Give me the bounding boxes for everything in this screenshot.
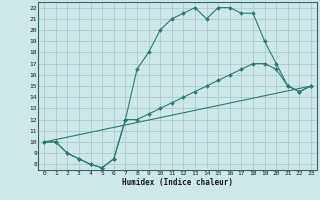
X-axis label: Humidex (Indice chaleur): Humidex (Indice chaleur) (122, 178, 233, 187)
